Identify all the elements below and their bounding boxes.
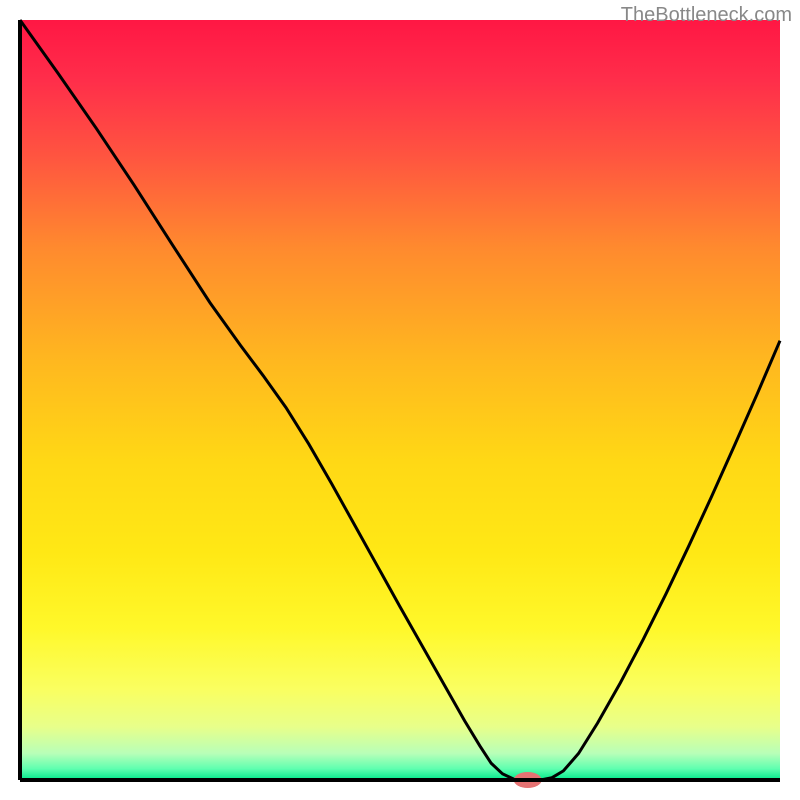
bottleneck-chart: TheBottleneck.com: [0, 0, 800, 800]
attribution-label: TheBottleneck.com: [621, 4, 792, 27]
gradient-background: [20, 20, 780, 780]
chart-svg: [0, 0, 800, 800]
